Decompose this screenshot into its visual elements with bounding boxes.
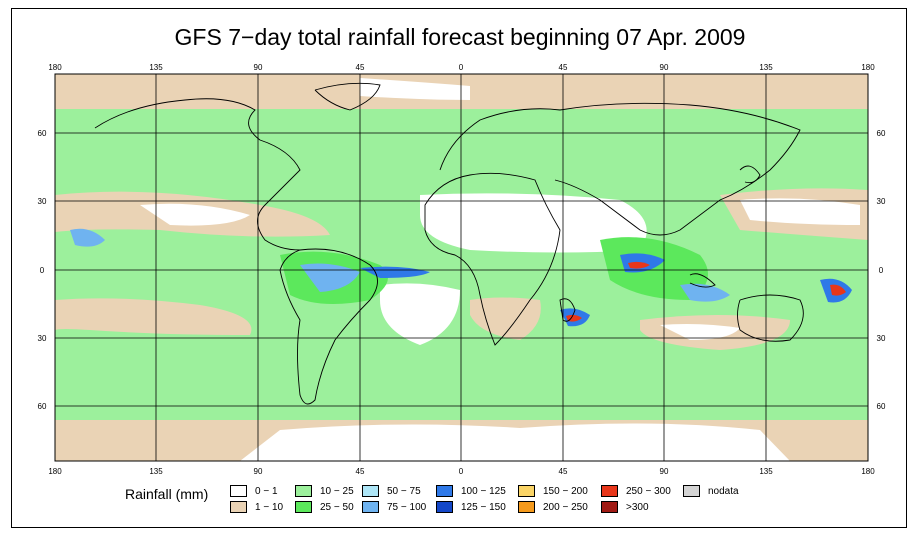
right-tick: 30	[877, 334, 886, 343]
legend-label: 50 − 75	[387, 485, 421, 497]
legend-swatch	[518, 485, 535, 497]
bottom-tick: 135	[149, 467, 163, 476]
top-tick: 90	[254, 63, 263, 72]
map-title: GFS 7−day total rainfall forecast beginn…	[174, 24, 746, 50]
legend-item: 25 − 50	[295, 500, 354, 514]
bottom-tick: 90	[660, 467, 669, 476]
right-tick: 30	[877, 197, 886, 206]
legend-label: >300	[626, 501, 649, 513]
legend-item: 250 − 300	[601, 484, 671, 498]
legend-swatch	[436, 501, 453, 513]
legend-swatch	[362, 501, 379, 513]
legend-swatch	[436, 485, 453, 497]
left-tick: 0	[40, 266, 45, 275]
top-tick: 180	[861, 63, 875, 72]
left-tick: 60	[38, 129, 47, 138]
left-tick: 30	[38, 334, 47, 343]
bottom-tick: 180	[861, 467, 875, 476]
top-tick: 180	[48, 63, 62, 72]
bottom-tick: 45	[356, 467, 365, 476]
legend-swatch	[230, 485, 247, 497]
top-tick: 45	[559, 63, 568, 72]
bottom-tick: 90	[254, 467, 263, 476]
legend-swatch	[230, 501, 247, 513]
legend-item: >300	[601, 500, 649, 514]
bottom-tick: 45	[559, 467, 568, 476]
top-tick: 0	[459, 63, 464, 72]
legend-label: 150 − 200	[543, 485, 588, 497]
legend-label: nodata	[708, 485, 739, 497]
coastlines	[94, 82, 804, 405]
bottom-tick: 135	[759, 467, 773, 476]
legend-swatch	[683, 485, 700, 497]
right-tick: 60	[877, 129, 886, 138]
legend-swatch	[601, 501, 618, 513]
legend-item: 0 − 1	[230, 484, 278, 498]
legend-item: 125 − 150	[436, 500, 506, 514]
legend-label: 125 − 150	[461, 501, 506, 513]
figure-frame	[11, 8, 907, 528]
bottom-tick: 0	[459, 467, 464, 476]
legend-item: 75 − 100	[362, 500, 426, 514]
legend-item: 100 − 125	[436, 484, 506, 498]
legend-swatch	[518, 501, 535, 513]
right-tick: 0	[879, 266, 884, 275]
legend-item: 50 − 75	[362, 484, 421, 498]
legend-label: 1 − 10	[255, 501, 284, 513]
legend-label: 200 − 250	[543, 501, 588, 513]
legend-item: 200 − 250	[518, 500, 588, 514]
legend-item: nodata	[683, 484, 739, 498]
left-tick: 30	[38, 197, 47, 206]
legend-label: 100 − 125	[461, 485, 506, 497]
plot-border	[54, 73, 869, 462]
top-tick: 45	[356, 63, 365, 72]
legend-label: 10 − 25	[320, 485, 354, 497]
right-tick: 60	[877, 402, 886, 411]
legend-label: 75 − 100	[387, 501, 427, 513]
top-tick: 135	[149, 63, 163, 72]
top-tick: 90	[660, 63, 669, 72]
legend-item: 150 − 200	[518, 484, 588, 498]
map-background	[55, 74, 868, 461]
left-tick: 60	[38, 402, 47, 411]
legend-swatch	[295, 485, 312, 497]
legend-swatch	[362, 485, 379, 497]
top-tick: 135	[759, 63, 773, 72]
legend-label: 25 − 50	[320, 501, 354, 513]
bottom-tick: 180	[48, 467, 62, 476]
legend-label: 0 − 1	[255, 485, 278, 497]
legend-swatch	[295, 501, 312, 513]
legend-swatch	[601, 485, 618, 497]
legend-item: 1 − 10	[230, 500, 283, 514]
legend-item: 10 − 25	[295, 484, 354, 498]
legend-label: 250 − 300	[626, 485, 671, 497]
legend-title: Rainfall (mm)	[125, 486, 209, 502]
